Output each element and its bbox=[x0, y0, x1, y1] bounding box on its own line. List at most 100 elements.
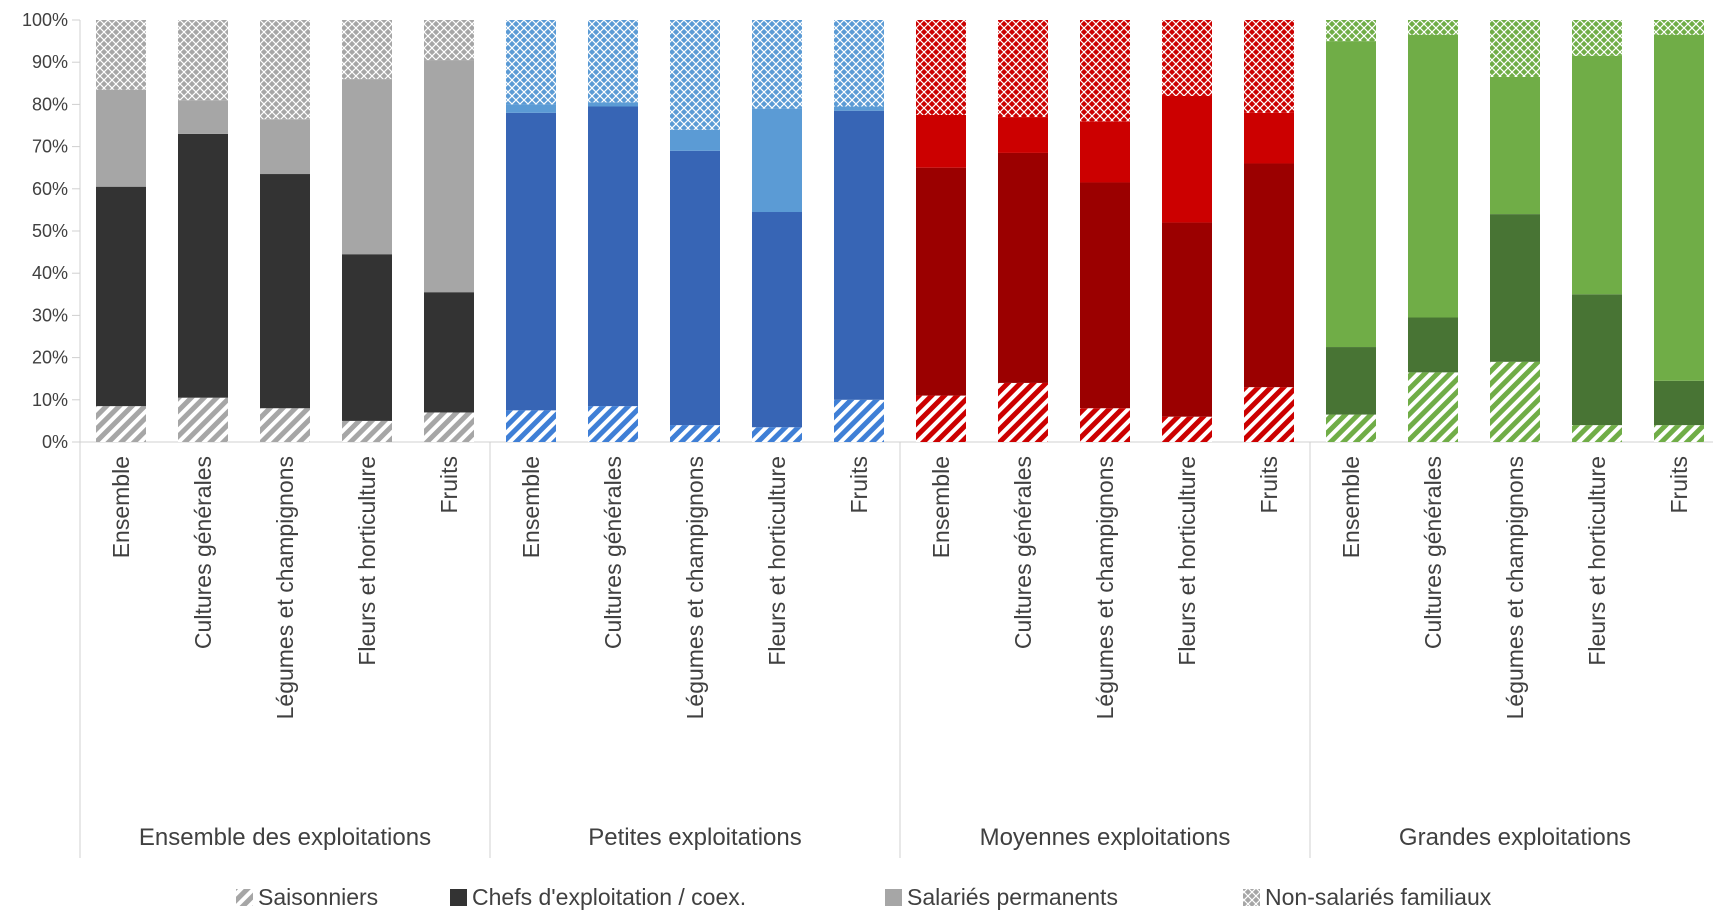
bar-segment-salaries-permanents bbox=[260, 119, 310, 175]
bar-segment-chefs-d-exploitation-coex bbox=[1244, 163, 1294, 388]
x-category-label: Fruits bbox=[846, 456, 872, 514]
bar-segment-salaries-permanents bbox=[670, 129, 720, 151]
bar-segment-non-salaries-familiaux bbox=[1490, 20, 1540, 77]
bar-segment-saisonniers bbox=[506, 410, 556, 442]
y-tick-label: 80% bbox=[32, 94, 68, 114]
bar-segment-non-salaries-familiaux bbox=[834, 20, 884, 107]
group-label: Petites exploitations bbox=[588, 824, 801, 851]
bar-segment-non-salaries-familiaux bbox=[1080, 20, 1130, 122]
bar-segment-chefs-d-exploitation-coex bbox=[178, 133, 228, 398]
y-tick-label: 50% bbox=[32, 221, 68, 241]
x-category-label: Légumes et champignons bbox=[272, 456, 298, 719]
bar-segment-chefs-d-exploitation-coex bbox=[342, 254, 392, 421]
legend-swatch-saisonniers bbox=[236, 889, 253, 906]
bar-segment-saisonniers bbox=[1162, 416, 1212, 442]
bar-segment-saisonniers bbox=[588, 406, 638, 442]
bar-segment-non-salaries-familiaux bbox=[342, 20, 392, 80]
y-tick-label: 100% bbox=[22, 10, 68, 30]
bar-segment-non-salaries-familiaux bbox=[1162, 20, 1212, 96]
x-category-label: Fleurs et horticulture bbox=[764, 456, 790, 666]
legend-swatch-salaries-permanents bbox=[885, 889, 902, 906]
legend-swatch-chefs-d-exploitation-coex bbox=[450, 889, 467, 906]
bar-segment-chefs-d-exploitation-coex bbox=[1080, 182, 1130, 409]
y-tick-label: 20% bbox=[32, 348, 68, 368]
x-category-label: Ensemble bbox=[518, 456, 544, 558]
group-label: Moyennes exploitations bbox=[980, 824, 1231, 851]
bar-segment-saisonniers bbox=[752, 427, 802, 442]
bar-segment-saisonniers bbox=[96, 406, 146, 442]
bar-segment-chefs-d-exploitation-coex bbox=[1490, 214, 1540, 362]
bar-segment-non-salaries-familiaux bbox=[1326, 20, 1376, 42]
x-category-label: Fruits bbox=[436, 456, 462, 514]
bar-segment-salaries-permanents bbox=[588, 102, 638, 107]
x-category-label: Cultures générales bbox=[1420, 456, 1446, 649]
x-category-label: Ensemble bbox=[928, 456, 954, 558]
bar-segment-salaries-permanents bbox=[834, 106, 884, 111]
bars bbox=[96, 20, 1704, 442]
bar-segment-salaries-permanents bbox=[96, 89, 146, 187]
bar-segment-chefs-d-exploitation-coex bbox=[424, 292, 474, 413]
bar-segment-salaries-permanents bbox=[1572, 55, 1622, 295]
bar-segment-salaries-permanents bbox=[752, 108, 802, 213]
y-tick-label: 10% bbox=[32, 390, 68, 410]
bar-segment-saisonniers bbox=[1490, 361, 1540, 442]
bar-segment-non-salaries-familiaux bbox=[916, 20, 966, 115]
bar-segment-non-salaries-familiaux bbox=[998, 20, 1048, 118]
bar-segment-non-salaries-familiaux bbox=[178, 20, 228, 101]
bar-segment-saisonniers bbox=[834, 399, 884, 442]
bar-segment-non-salaries-familiaux bbox=[670, 20, 720, 130]
bar-segment-chefs-d-exploitation-coex bbox=[506, 112, 556, 411]
x-category-label: Cultures générales bbox=[600, 456, 626, 649]
bar-segment-chefs-d-exploitation-coex bbox=[752, 212, 802, 428]
bar-segment-salaries-permanents bbox=[1162, 95, 1212, 223]
legend-swatch-non-salaries-familiaux bbox=[1243, 889, 1260, 906]
bar-segment-saisonniers bbox=[1244, 387, 1294, 442]
x-category-label: Fleurs et horticulture bbox=[1174, 456, 1200, 666]
group-label: Grandes exploitations bbox=[1399, 824, 1631, 851]
y-tick-label: 60% bbox=[32, 179, 68, 199]
bar-segment-salaries-permanents bbox=[998, 117, 1048, 153]
legend-label: Chefs d'exploitation / coex. bbox=[472, 884, 746, 910]
bar-segment-saisonniers bbox=[1080, 408, 1130, 442]
bar-segment-saisonniers bbox=[178, 397, 228, 442]
bar-segment-chefs-d-exploitation-coex bbox=[916, 167, 966, 396]
legend-label: Salariés permanents bbox=[907, 884, 1118, 910]
x-category-label: Légumes et champignons bbox=[1092, 456, 1118, 719]
y-tick-label: 0% bbox=[42, 432, 68, 452]
bar-segment-salaries-permanents bbox=[1408, 34, 1458, 318]
bar-segment-saisonniers bbox=[260, 408, 310, 442]
bar-segment-saisonniers bbox=[1326, 414, 1376, 442]
bar-segment-saisonniers bbox=[1654, 425, 1704, 442]
bar-segment-chefs-d-exploitation-coex bbox=[260, 174, 310, 409]
bar-segment-non-salaries-familiaux bbox=[506, 20, 556, 105]
bar-segment-salaries-permanents bbox=[1080, 121, 1130, 183]
legend-label: Saisonniers bbox=[258, 884, 378, 910]
bar-segment-chefs-d-exploitation-coex bbox=[1654, 380, 1704, 426]
bar-segment-non-salaries-familiaux bbox=[752, 20, 802, 109]
x-category-label: Fleurs et horticulture bbox=[354, 456, 380, 666]
bar-segment-chefs-d-exploitation-coex bbox=[670, 150, 720, 426]
bar-segment-salaries-permanents bbox=[1326, 41, 1376, 348]
group-label: Ensemble des exploitations bbox=[139, 824, 431, 851]
bar-segment-salaries-permanents bbox=[1490, 76, 1540, 215]
bar-segment-non-salaries-familiaux bbox=[260, 20, 310, 120]
x-category-label: Fleurs et horticulture bbox=[1584, 456, 1610, 666]
legend: Saisonniers Chefs d'exploitation / coex. S… bbox=[236, 884, 1492, 910]
bar-segment-salaries-permanents bbox=[424, 60, 474, 293]
x-axis-labels: Ensemble Cultures générales Légumes et cha… bbox=[108, 456, 1692, 851]
bar-segment-non-salaries-familiaux bbox=[1654, 20, 1704, 35]
x-category-label: Ensemble bbox=[1338, 456, 1364, 558]
bar-segment-saisonniers bbox=[998, 382, 1048, 442]
bar-segment-non-salaries-familiaux bbox=[1244, 20, 1294, 113]
bar-segment-salaries-permanents bbox=[1654, 34, 1704, 381]
x-category-label: Cultures générales bbox=[190, 456, 216, 649]
bar-segment-chefs-d-exploitation-coex bbox=[1408, 317, 1458, 373]
bar-segment-saisonniers bbox=[424, 412, 474, 442]
bar-segment-salaries-permanents bbox=[1244, 112, 1294, 164]
x-category-label: Légumes et champignons bbox=[1502, 456, 1528, 719]
bar-segment-saisonniers bbox=[670, 425, 720, 442]
bar-segment-saisonniers bbox=[342, 420, 392, 442]
bar-segment-saisonniers bbox=[1572, 425, 1622, 442]
bar-segment-chefs-d-exploitation-coex bbox=[588, 106, 638, 407]
